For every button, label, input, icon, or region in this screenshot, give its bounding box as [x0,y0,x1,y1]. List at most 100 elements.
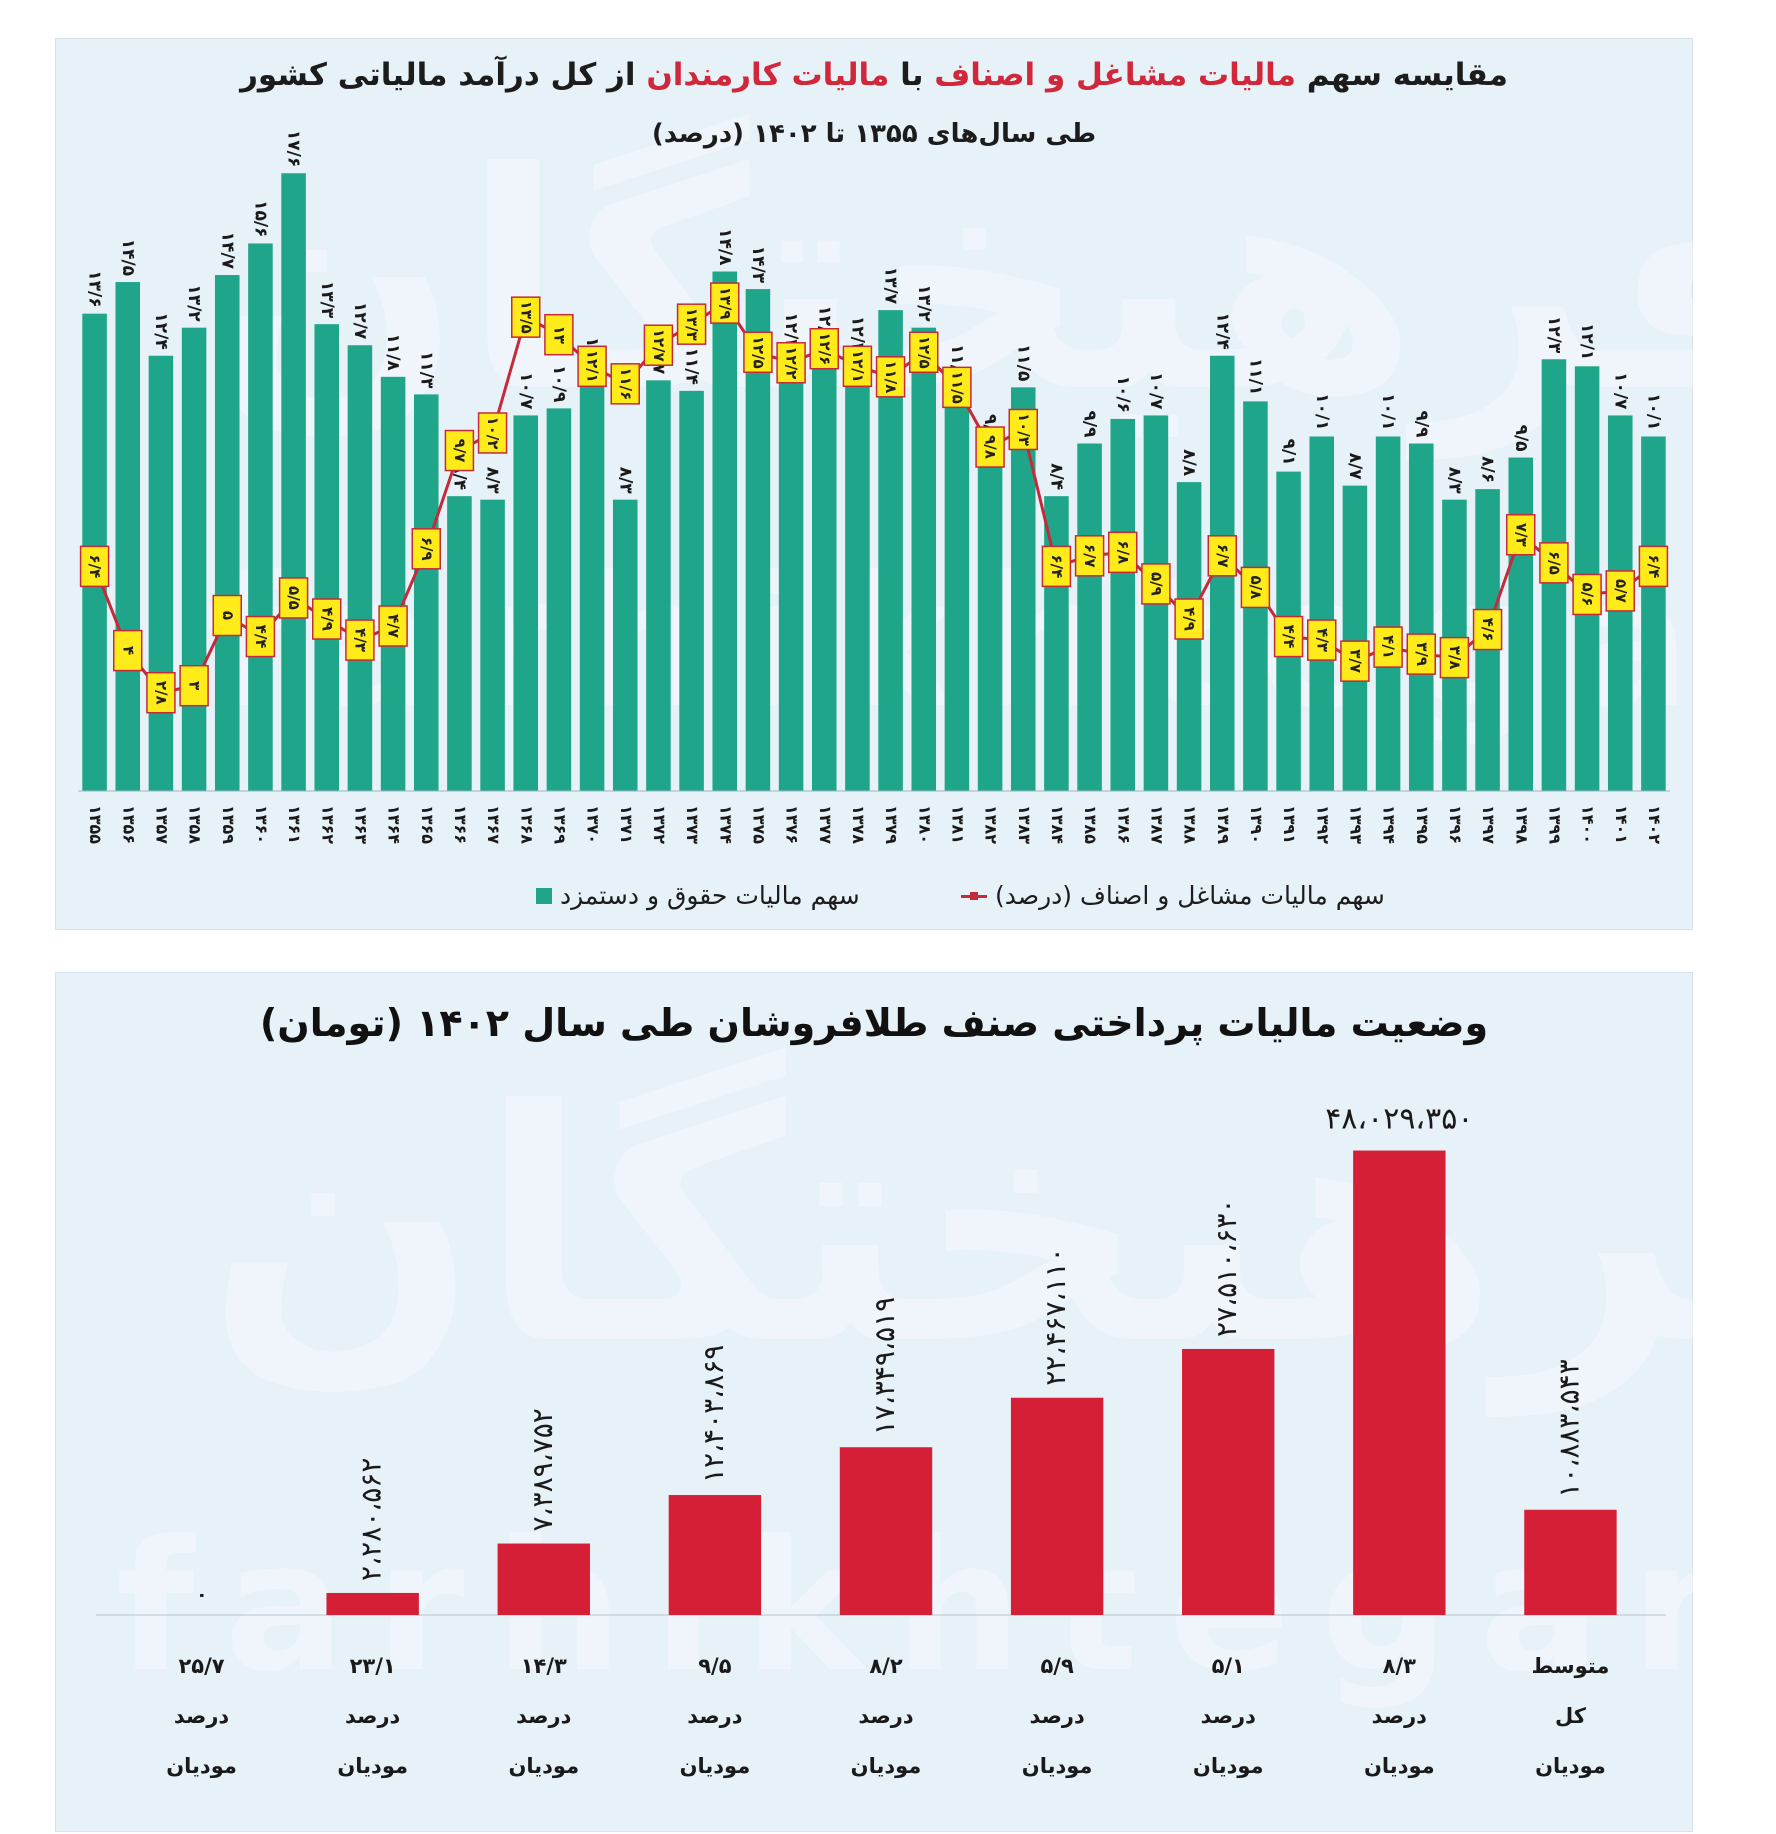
line-data-label: ۶/۵ [1545,551,1563,575]
bar-wage [1508,457,1534,791]
line-data-label: ۱۲/۱ [849,350,867,383]
line-data-label: ۴/۷ [385,614,403,638]
bar-series [326,1150,1617,1615]
line-label-box [743,331,773,373]
x-category-label: درصد [174,1704,230,1728]
line-label-box [212,594,242,637]
x-tick-label: ۱۳۵۸ [186,805,205,844]
x-category-label: ۲۵/۷ [178,1654,224,1678]
line-data-label: ۱۱/۵ [948,371,966,404]
line-label-box [1008,408,1038,451]
x-tick-label: ۱۳۹۴ [1380,805,1399,844]
x-tick-label: ۱۳۶۷ [484,805,503,844]
bar-wage [181,327,207,791]
x-tick-label: ۱۳۹۹ [1545,805,1564,844]
bar-data-label: ۱۷،۳۴۹،۵۱۹ [868,1297,901,1435]
bar-data-label: ۱۰/۷ [1610,372,1630,410]
x-tick-label: ۱۳۶۶ [451,805,470,844]
line-data-label: ۱۲/۷ [650,329,668,362]
line-label-box [676,303,707,345]
bar-data-label: ۱۰/۷ [1146,372,1166,410]
bar-data-label: ۸/۳ [483,467,503,495]
x-tick-label: ۱۳۸۶ [1114,805,1133,844]
bar [839,1447,933,1615]
x-category-label: مودیان [166,1754,237,1778]
bar-data-label: ۱۴/۸ [715,228,735,266]
bar-wage [214,275,240,791]
bar-data-label: ۱۰/۱ [1643,393,1663,430]
bar-data-label: ۸/۴ [1046,463,1066,490]
line-label-box [477,412,508,454]
x-category-label: کل [1555,1704,1587,1728]
x-tick-label: ۱۳۵۶ [119,805,138,844]
line-label-box [1041,545,1072,588]
line-label-box [1108,531,1138,574]
bar-data-label: ۱۰/۱ [1312,393,1332,430]
chart2-plot: ۰ ۲،۲۸۰،۵۶۲ ۷،۳۸۹،۷۵۲ ۱۲،۴۰۳،۸۶۹ ۱۷،۳۴۹،۵۱۹ ۲… [96,1102,1666,1778]
x-tick-label: ۱۳۶۴ [385,805,404,844]
x-tick-label: ۱۳۸۳ [1015,805,1034,844]
line-label-box [842,345,873,388]
line-data-label: ۳/۸ [1446,646,1464,670]
line-label-box [1572,573,1602,616]
line-data-label: ۴ [119,646,137,655]
line-data-label: ۹/۸ [982,435,1000,459]
line-label-box [544,313,574,356]
line-data-label: ۱۲/۱ [584,350,602,383]
line-label-box [1539,542,1569,584]
x-category-label: ۸/۲ [869,1654,902,1678]
bar-wage [679,390,704,791]
line-data-label: ۱۲/۲ [783,346,801,379]
x-category-label: مودیان [680,1754,751,1778]
line-data-label: ۱۳/۳ [683,308,701,341]
title-highlight1: مالیات مشاغل و اصناف [934,57,1296,93]
bar-wage [977,447,1003,791]
bar-data-label: ۰ [184,1588,217,1603]
x-tick-label: ۱۳۷۴ [716,805,735,844]
line-data-label: ۱۳ [550,326,568,344]
bar-data-label: ۲،۲۸۰،۵۶۲ [355,1458,388,1581]
bar-data-label: ۱۷/۶ [284,130,304,167]
x-category-label: مودیان [1535,1754,1606,1778]
bar-wage [944,387,970,791]
line-label-box [1240,566,1271,609]
line-label-box [179,664,209,707]
bar-data-label: ۱۱/۳ [416,351,436,389]
bar-data-label: ۹/۵ [1511,425,1531,452]
line-label-box [511,296,541,338]
bar-data-label: ۹/۹ [1411,411,1431,439]
title-part1: مقایسه سهم [1295,57,1508,93]
x-tick-label: ۱۳۸۹ [1214,805,1233,844]
line-label-box [1638,545,1669,588]
line-label-box [1074,535,1105,577]
x-category-label: ۲۳/۱ [350,1654,396,1678]
x-tick-label: ۱۳۸۵ [1081,805,1100,844]
bar-wage [148,355,174,791]
bar-data-label: ۱۰/۷ [516,372,536,410]
line-label-box [610,363,640,405]
x-tick-label: ۱۳۶۳ [351,805,370,844]
bar-data-label: ۱۵/۶ [250,200,270,237]
x-tick-label: ۱۳۷۵ [749,805,768,844]
x-tick-label: ۱۴۰۲ [1645,805,1664,844]
line-label-box [1207,535,1237,577]
line-data-label: ۴/۳ [351,628,369,652]
bar-wage [347,345,373,791]
line-data-label: ۵/۵ [285,586,303,610]
bar-data-label: ۸/۸ [1179,449,1199,477]
x-tick-label: ۱۳۹۷ [1479,805,1498,844]
line-label-box [1307,619,1337,661]
bar-data-label: ۱۰/۱ [1378,393,1398,430]
chart2-title: وضعیت مالیات پرداختی صنف طلافروشان طی سا… [259,1001,1489,1045]
bar-data-label: ۴۸،۰۲۹،۳۵۰ [1325,1102,1473,1137]
bar-data-label: ۲۲،۴۶۷،۱۱۰ [1039,1247,1072,1385]
bar-data-label: ۱۱/۴ [682,348,702,385]
line-data-label: ۱۱/۶ [617,367,635,400]
bar-wage [579,380,605,791]
line-data-label: ۵/۷ [1612,579,1630,603]
line-label-box [1340,640,1370,682]
line-data-label: ۶/۴ [1048,554,1066,578]
bar-wage [1077,443,1102,791]
x-category-label: درصد [858,1704,914,1728]
line-label-box [710,282,740,324]
